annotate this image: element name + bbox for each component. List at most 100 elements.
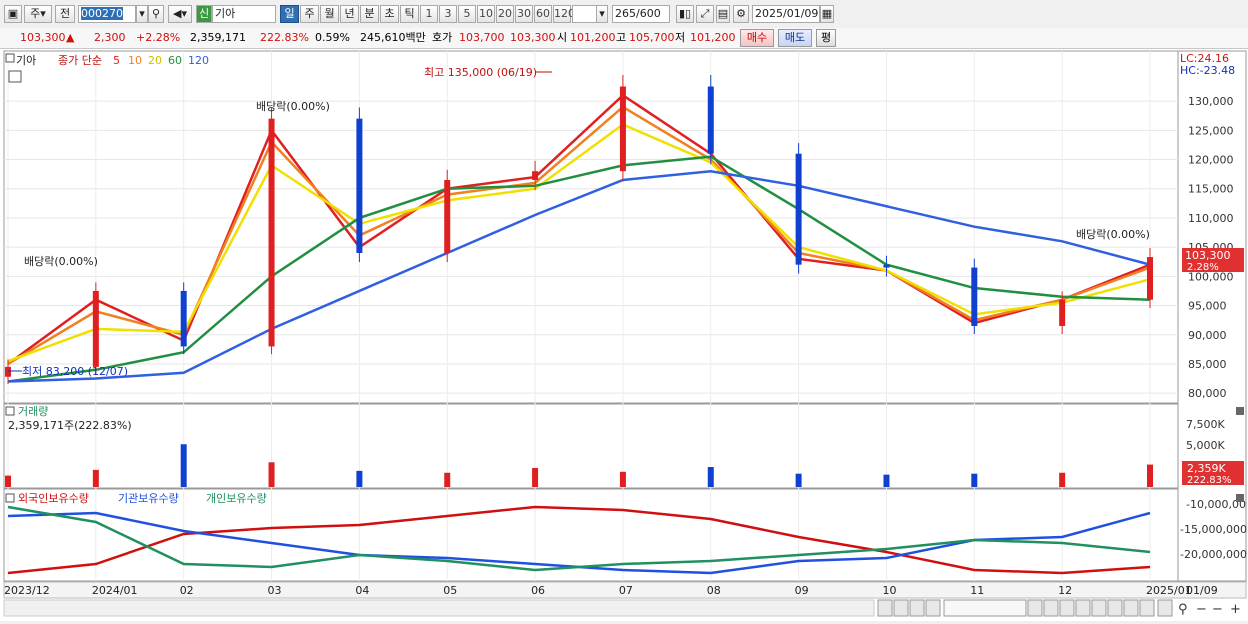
settings-gear-icon[interactable]: ⚙ [733,5,749,23]
up-arrow-icon: ▲ [66,31,75,44]
candle-body [707,86,714,154]
market-type-label: 주 [30,7,41,20]
chart-area[interactable]: 130,000 125,000 120,000 115,000 110,000 10 5,0… [0,49,1248,621]
tool-icon-9[interactable] [1157,599,1173,617]
stock-name-field[interactable]: 기아 [212,5,276,23]
interval-button-1[interactable]: 1 [420,5,438,23]
volume-bar [707,467,714,487]
scale-icon[interactable]: ⤢ [696,5,714,23]
stock-chart-svg[interactable]: 130,000 125,000 120,000 115,000 110,000 10 5,0… [0,49,1248,621]
turnover-rate: 0.59% [315,31,350,44]
candle-body [971,267,978,326]
window-menu-icon[interactable]: ▣ [4,5,22,23]
last-price-value: 103,300 [1185,249,1231,262]
hoga-label: 호가 [432,31,453,44]
price-ytick: 120,000 [1188,154,1234,167]
candle-body [444,179,451,253]
page-left-icon[interactable] [893,599,909,617]
interval-button-5[interactable]: 5 [458,5,476,23]
save-icon[interactable]: ▤ [716,5,730,23]
count-field[interactable]: 265/600 [612,5,670,23]
interval-button-30[interactable]: 30 [515,5,533,23]
date-field[interactable]: 2025/01/09 [752,5,820,23]
last-volume-value: 2,359K [1187,462,1226,475]
period-button-3[interactable]: 년 [340,5,359,23]
holdings-ytick-3: -20,000,000 [1180,548,1247,561]
low-price: 101,200 [690,31,736,44]
x-axis-label: 07 [619,584,633,597]
eval-button[interactable]: 평 [816,29,836,47]
sell-button[interactable]: 매도 [778,29,812,47]
interval-button-3[interactable]: 3 [439,5,457,23]
volume-menu-icon[interactable] [5,406,15,416]
zoom-minus-icon[interactable]: − [1212,602,1223,617]
volume-close-icon[interactable] [1236,407,1244,415]
period-button-6[interactable]: 틱 [400,5,419,23]
sound-icon[interactable]: ◀▾ [168,5,192,23]
zoom-in-icon[interactable]: + [1230,602,1241,617]
price-change: 2,300 [94,31,126,44]
period-button-2[interactable]: 월 [320,5,339,23]
stock-code-input[interactable]: 000270 [78,5,136,23]
x-axis-label: 2024/01 [92,584,138,597]
calendar-icon[interactable]: ▦ [820,5,834,23]
candle-body [5,366,11,377]
interval-button-10[interactable]: 10 [477,5,495,23]
interval-button-60[interactable]: 60 [534,5,552,23]
volume-bar [532,468,539,487]
last-volume-pct: 222.83% [1187,475,1232,486]
tool-icon-1[interactable] [1027,599,1043,617]
volume-bar [356,470,363,487]
market-type-select[interactable]: 주▾ [24,5,52,23]
tool-icon-8[interactable] [1139,599,1155,617]
volume-bar [92,469,99,487]
buy-button[interactable]: 매수 [740,29,774,47]
volume-bar [883,474,890,487]
search-icon[interactable]: ⚲ [148,5,164,23]
tool-icon-2[interactable] [1043,599,1059,617]
grid-toggle-icon[interactable] [8,70,22,83]
period-button-1[interactable]: 주 [300,5,319,23]
page-right-icon[interactable] [925,599,941,617]
ma-legend-prefix: 종가 단순 [58,54,102,67]
prev-stock-button[interactable]: 전 [55,5,75,23]
zoom-out-icon[interactable]: − [1196,602,1207,617]
volume-value-label: 2,359,171주(222.83%) [8,419,132,432]
zoom-slider[interactable] [943,599,1027,617]
holdings-lines [7,505,1151,575]
open-label: 시 [557,31,568,44]
candle-body [92,290,99,367]
interval-button-120[interactable]: 120 [553,5,575,23]
period-button-4[interactable]: 분 [360,5,379,23]
tool-icon-7[interactable] [1123,599,1139,617]
panel-menu-icon[interactable] [5,53,15,63]
count-value: 265 [615,7,636,20]
high-annotation: 최고 135,000 (06/19) [424,66,537,79]
period-button-0[interactable]: 일 [280,5,299,23]
open-price: 101,200 [570,31,616,44]
tool-icon-4[interactable] [1075,599,1091,617]
price-ytick: 110,000 [1188,212,1234,225]
price-ytick: 115,000 [1188,183,1234,196]
tool-icon-5[interactable] [1091,599,1107,617]
holdings-menu-icon[interactable] [5,493,15,503]
pause-icon[interactable] [909,599,925,617]
interval-dropdown-icon[interactable]: ▾ [596,5,608,23]
code-dropdown-icon[interactable]: ▾ [136,5,148,23]
tool-icon-6[interactable] [1107,599,1123,617]
zoom-search-icon[interactable]: ⚲ [1178,602,1188,617]
stock-code-value: 000270 [81,7,123,20]
scroll-right-icon[interactable] [877,599,893,617]
holdings-ytick-1: -10,000,00 [1186,498,1246,511]
hoga-ask: 103,700 [459,31,505,44]
holdings-close-icon[interactable] [1236,494,1244,502]
period-button-5[interactable]: 초 [380,5,399,23]
x-axis-label: 2023/12 [4,584,50,597]
x-axis-right-label: 01/09 [1186,584,1218,597]
volume-bar [795,473,802,487]
interval-button-20[interactable]: 20 [496,5,514,23]
candle-type-icon[interactable]: ▮▯ [676,5,694,23]
ma-legend-5: 5 [113,54,120,67]
tool-icon-3[interactable] [1059,599,1075,617]
scroll-track[interactable] [3,599,875,617]
